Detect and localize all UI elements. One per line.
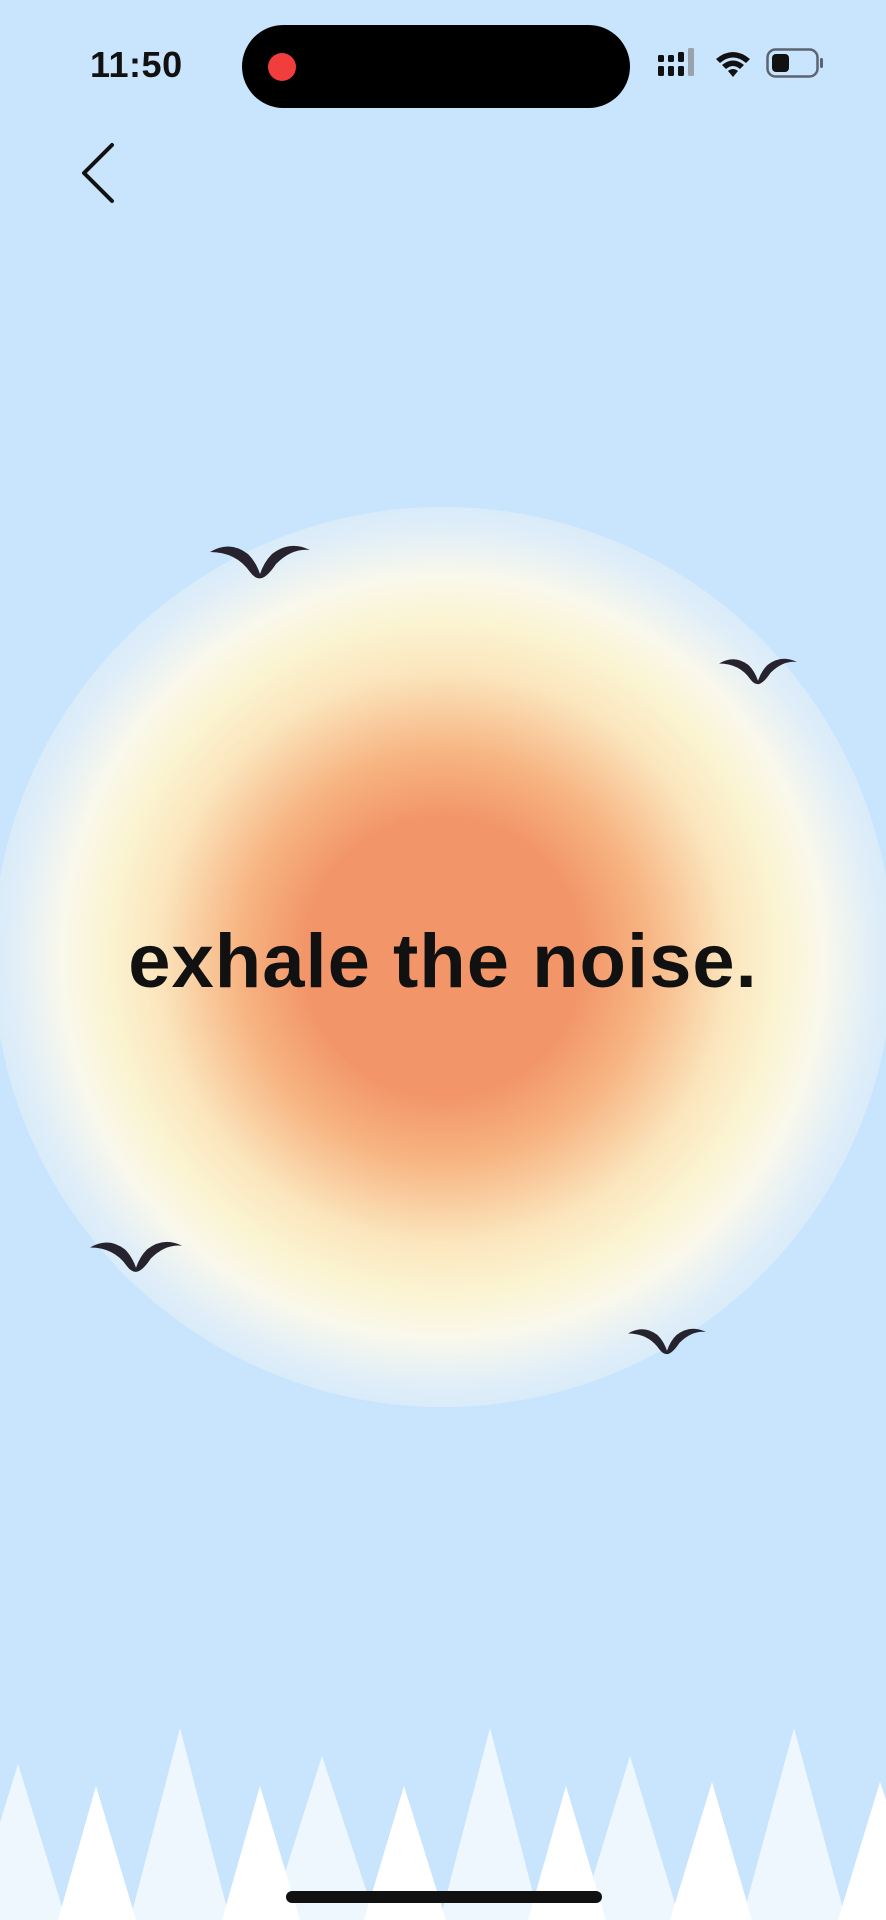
back-button[interactable]: [70, 140, 130, 210]
headline: exhale the noise.: [128, 919, 758, 1004]
recording-indicator: [268, 53, 296, 81]
bird-icon: [719, 658, 797, 685]
status-icons: [658, 48, 824, 83]
wifi-icon: [714, 48, 752, 83]
mountain-range: [0, 1728, 886, 1920]
bird-icon: [628, 1328, 706, 1355]
dynamic-island: [242, 25, 630, 108]
bird-icon: [210, 545, 310, 579]
home-indicator[interactable]: [286, 1891, 602, 1903]
signal-bars-icon: [658, 48, 700, 83]
chevron-left-icon: [80, 142, 120, 209]
bird-icon: [90, 1241, 182, 1272]
battery-icon: [766, 48, 824, 83]
status-time: 11:50: [90, 44, 183, 85]
